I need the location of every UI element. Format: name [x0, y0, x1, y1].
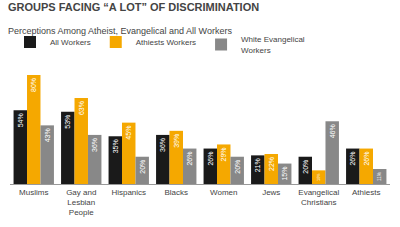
svg-text:Hispanics: Hispanics	[111, 188, 146, 197]
svg-text:Perceptions Among Atheist, Eva: Perceptions Among Atheist, Evangelical a…	[8, 26, 232, 36]
svg-text:11%: 11%	[377, 172, 382, 181]
svg-text:GROUPS FACING “A LOT” OF DISCR: GROUPS FACING “A LOT” OF DISCRIMINATION	[8, 1, 259, 13]
svg-text:26%: 26%	[363, 152, 370, 166]
svg-text:26%: 26%	[207, 152, 214, 166]
svg-text:EvangelicalChristians: EvangelicalChristians	[298, 188, 339, 207]
svg-text:29%: 29%	[220, 147, 227, 161]
svg-text:White EvangelicalWorkers: White EvangelicalWorkers	[241, 35, 305, 54]
svg-text:53%: 53%	[64, 115, 71, 129]
svg-text:26%: 26%	[349, 152, 356, 166]
svg-text:36%: 36%	[91, 138, 98, 152]
svg-text:Muslims: Muslims	[19, 188, 48, 197]
svg-text:Women: Women	[210, 188, 237, 197]
svg-text:35%: 35%	[112, 139, 119, 153]
svg-text:39%: 39%	[173, 134, 180, 148]
svg-text:80%: 80%	[30, 78, 37, 92]
svg-text:63%: 63%	[78, 101, 85, 115]
svg-text:Athiests: Athiests	[352, 188, 380, 197]
svg-text:22%: 22%	[268, 157, 275, 171]
svg-text:20%: 20%	[302, 160, 309, 174]
svg-text:10%: 10%	[317, 173, 321, 181]
svg-text:20%: 20%	[139, 160, 146, 174]
svg-text:46%: 46%	[329, 124, 336, 138]
svg-text:20%: 20%	[234, 160, 241, 174]
svg-text:Jews: Jews	[262, 188, 280, 197]
svg-text:43%: 43%	[44, 128, 51, 142]
svg-text:Blacks: Blacks	[164, 188, 188, 197]
svg-text:15%: 15%	[281, 167, 288, 181]
svg-text:54%: 54%	[17, 113, 24, 127]
svg-text:Athiests Workers: Athiests Workers	[136, 38, 196, 47]
svg-text:26%: 26%	[186, 152, 193, 166]
svg-text:45%: 45%	[125, 126, 132, 140]
svg-text:Gay andLesbianPeople: Gay andLesbianPeople	[66, 188, 96, 218]
svg-text:21%: 21%	[254, 158, 261, 172]
svg-text:36%: 36%	[159, 138, 166, 152]
svg-text:All Workers: All Workers	[50, 38, 91, 47]
